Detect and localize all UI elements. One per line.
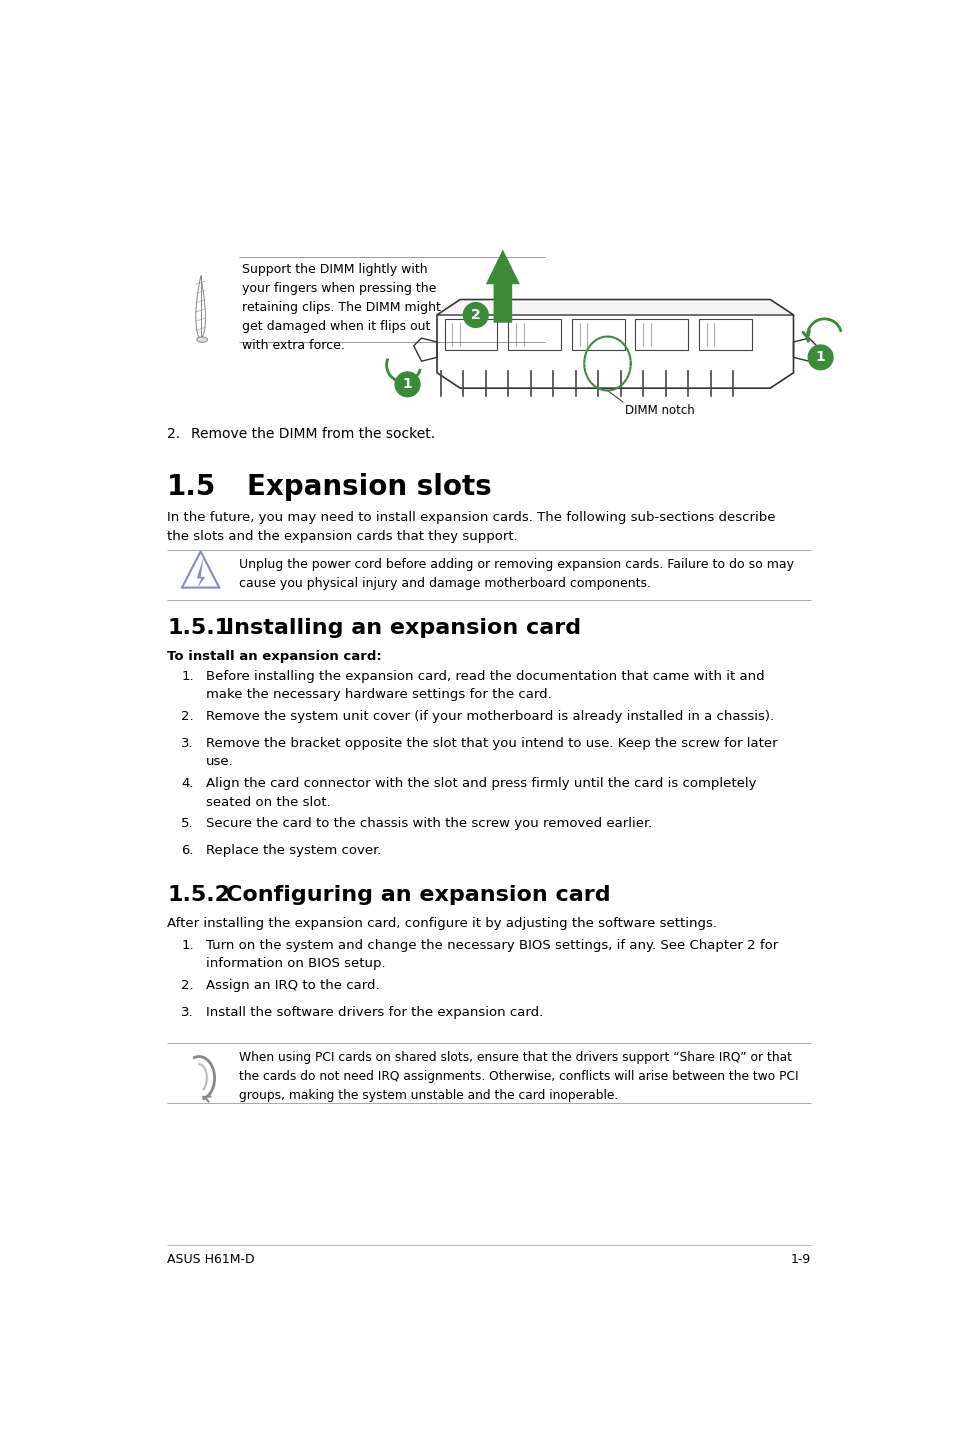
Polygon shape [436,299,793,315]
Text: 2.: 2. [167,427,180,440]
Circle shape [463,302,488,328]
Circle shape [395,372,419,397]
Text: After installing the expansion card, configure it by adjusting the software sett: After installing the expansion card, con… [167,917,717,930]
Text: 1.5.1: 1.5.1 [167,617,231,637]
Text: 1.5: 1.5 [167,473,216,500]
Text: Remove the DIMM from the socket.: Remove the DIMM from the socket. [191,427,435,440]
Text: 3.: 3. [181,1005,193,1018]
Text: 1.5.2: 1.5.2 [167,884,230,905]
Text: In the future, you may need to install expansion cards. The following sub-sectio: In the future, you may need to install e… [167,512,775,544]
Text: Replace the system cover.: Replace the system cover. [206,844,381,857]
Text: 1.: 1. [181,939,193,952]
Text: Support the DIMM lightly with
your fingers when pressing the
retaining clips. Th: Support the DIMM lightly with your finge… [241,263,440,352]
Text: Remove the system unit cover (if your motherboard is already installed in a chas: Remove the system unit cover (if your mo… [206,710,774,723]
Text: 5.: 5. [181,817,193,830]
Text: 6.: 6. [181,844,193,857]
Text: 2.: 2. [181,979,193,992]
Text: 2: 2 [471,308,480,322]
Polygon shape [196,557,205,588]
Text: 1.: 1. [181,670,193,683]
Polygon shape [485,250,519,322]
Text: Unplug the power cord before adding or removing expansion cards. Failure to do s: Unplug the power cord before adding or r… [239,558,794,590]
Text: 1: 1 [402,377,412,391]
Text: Expansion slots: Expansion slots [247,473,492,500]
Text: When using PCI cards on shared slots, ensure that the drivers support “Share IRQ: When using PCI cards on shared slots, en… [239,1051,799,1102]
Text: To install an expansion card:: To install an expansion card: [167,650,381,663]
Text: Install the software drivers for the expansion card.: Install the software drivers for the exp… [206,1005,542,1018]
Text: 2.: 2. [181,710,193,723]
Text: 3.: 3. [181,736,193,751]
Text: DIMM notch: DIMM notch [624,404,694,417]
Text: Assign an IRQ to the card.: Assign an IRQ to the card. [206,979,379,992]
Circle shape [807,345,832,370]
Ellipse shape [196,336,208,342]
Text: Remove the bracket opposite the slot that you intend to use. Keep the screw for : Remove the bracket opposite the slot tha… [206,736,777,768]
Text: Configuring an expansion card: Configuring an expansion card [226,884,610,905]
Text: Turn on the system and change the necessary BIOS settings, if any. See Chapter 2: Turn on the system and change the necess… [206,939,778,971]
Text: ASUS H61M-D: ASUS H61M-D [167,1252,254,1265]
Text: Secure the card to the chassis with the screw you removed earlier.: Secure the card to the chassis with the … [206,817,652,830]
Text: Before installing the expansion card, read the documentation that came with it a: Before installing the expansion card, re… [206,670,764,702]
Text: 1-9: 1-9 [789,1252,810,1265]
Text: Align the card connector with the slot and press firmly until the card is comple: Align the card connector with the slot a… [206,777,756,808]
Text: Installing an expansion card: Installing an expansion card [226,617,580,637]
Text: 4.: 4. [181,777,193,789]
Text: 1: 1 [815,351,824,364]
